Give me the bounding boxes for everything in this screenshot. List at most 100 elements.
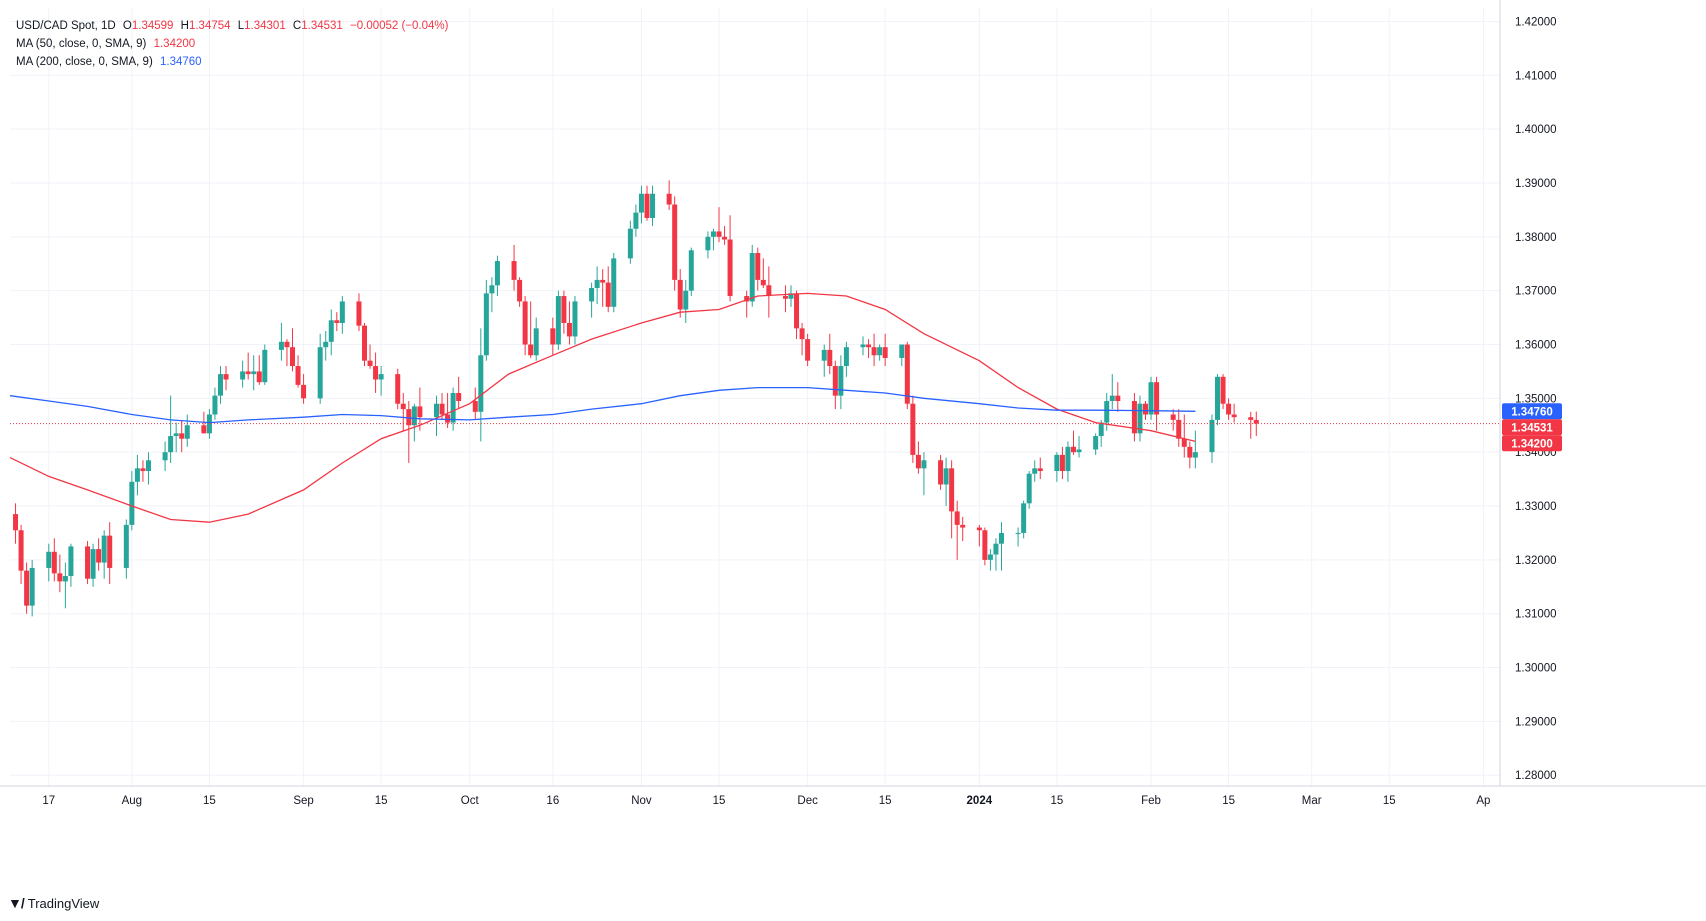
candle-body	[788, 293, 794, 299]
candle	[134, 454, 140, 496]
candle-body	[223, 374, 229, 380]
candle	[517, 277, 523, 307]
candle	[212, 387, 218, 420]
candle-body	[755, 252, 761, 280]
candle	[289, 328, 295, 372]
candle	[1076, 436, 1082, 458]
candle-body	[1070, 446, 1076, 453]
candle	[406, 401, 412, 463]
candle	[987, 549, 993, 571]
candle	[168, 395, 174, 463]
candle-body	[760, 279, 766, 286]
ma50-price-tag: 1.34200	[1502, 435, 1562, 452]
x-tick-label: 15	[879, 795, 892, 807]
candle-body	[677, 279, 683, 310]
candle-body	[1093, 436, 1099, 450]
candle-body	[1032, 468, 1038, 474]
candle-body	[877, 347, 883, 356]
candle-body	[566, 322, 572, 337]
candle-body	[400, 403, 406, 410]
legend-ma200-row[interactable]: MA (200, close, 0, SMA, 9) 1.34760	[16, 53, 448, 71]
candle-body	[483, 293, 489, 356]
candle-body	[439, 403, 445, 415]
candle-body	[528, 344, 534, 356]
candle-body	[129, 481, 135, 525]
candle	[162, 441, 168, 472]
candle	[843, 341, 849, 377]
legend-ma200-label: MA (200, close, 0, SMA, 9)	[16, 56, 153, 68]
candle	[317, 333, 323, 404]
candle	[677, 269, 683, 318]
candle	[1015, 527, 1021, 547]
candle-body	[1137, 403, 1143, 434]
candle	[278, 322, 284, 361]
candle	[68, 543, 74, 587]
x-tick-label: Ap	[1476, 795, 1490, 807]
candle-body	[1059, 454, 1065, 472]
candle	[417, 387, 423, 431]
candle	[1170, 409, 1176, 431]
candle-body	[434, 403, 440, 418]
candle-body	[794, 293, 800, 329]
candle	[904, 341, 910, 410]
y-tick-label: 1.42000	[1515, 16, 1557, 28]
x-tick-label: 15	[713, 795, 726, 807]
candle-body	[594, 279, 600, 288]
x-tick-label: Oct	[461, 795, 480, 807]
candle-body	[240, 371, 246, 380]
candle	[710, 228, 716, 251]
candle-body	[1015, 532, 1021, 534]
legend-ma50-row[interactable]: MA (50, close, 0, SMA, 9) 1.34200	[16, 35, 448, 53]
candle	[478, 328, 484, 442]
candle	[949, 460, 955, 539]
x-tick-label: 15	[1383, 795, 1396, 807]
candle-body	[716, 231, 722, 237]
price-tag-label: 1.34531	[1511, 422, 1553, 434]
candle	[24, 562, 30, 614]
candle	[472, 387, 478, 420]
y-tick-label: 1.31000	[1515, 609, 1557, 621]
candle-body	[212, 395, 218, 415]
candle	[284, 339, 290, 367]
candle	[705, 231, 711, 259]
candle-body	[705, 236, 711, 251]
candle-body	[1181, 438, 1187, 447]
tradingview-brand[interactable]: ⁠▼⁠/ TradingView	[8, 895, 99, 911]
candle-body	[46, 551, 52, 568]
candle	[206, 409, 212, 439]
y-tick-label: 1.30000	[1515, 663, 1557, 675]
candle-body	[1065, 446, 1071, 472]
grid-lines	[10, 8, 1500, 786]
candle	[915, 441, 921, 474]
candle-body	[450, 392, 456, 423]
candle	[123, 519, 129, 579]
candle	[450, 387, 456, 431]
candle-body	[982, 530, 988, 560]
candle-body	[1131, 401, 1137, 434]
price-tags: 1.34760 1.34531 1.34200	[1502, 403, 1562, 452]
candle-body	[123, 524, 129, 568]
candle-body	[522, 301, 528, 345]
candle	[1137, 395, 1143, 442]
candle	[251, 355, 257, 391]
candle	[760, 258, 766, 288]
candle	[240, 360, 246, 388]
candle-body	[445, 414, 451, 423]
candle-body	[378, 374, 384, 380]
candle-body	[1220, 376, 1226, 404]
candle	[954, 500, 960, 560]
candle	[1115, 382, 1121, 412]
candle-body	[555, 296, 561, 345]
candle-body	[456, 392, 462, 402]
candle	[256, 355, 262, 385]
x-tick-label: 15	[375, 795, 388, 807]
candle-body	[511, 261, 517, 280]
candle	[666, 180, 672, 210]
candle-body	[766, 285, 772, 297]
candle-body	[866, 344, 872, 348]
price-tag-box	[1502, 419, 1562, 436]
candle	[550, 317, 556, 356]
candle	[938, 454, 944, 490]
candle	[749, 244, 755, 307]
